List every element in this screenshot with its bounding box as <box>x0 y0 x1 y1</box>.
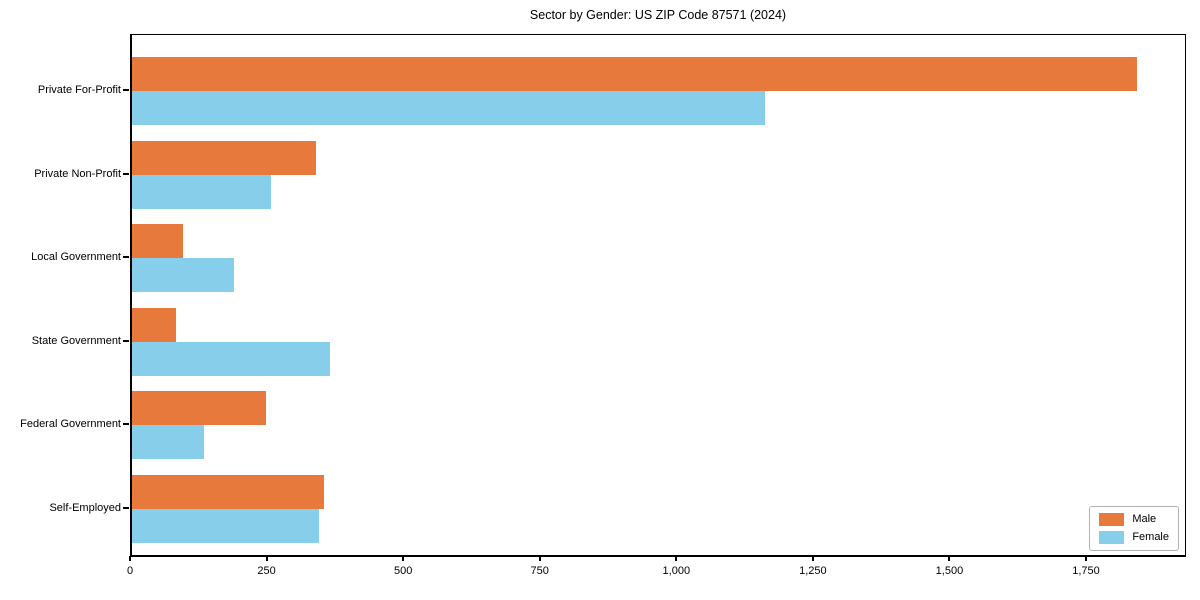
bar-female-self-employed <box>132 509 319 543</box>
bar-male-private-non-profit <box>132 140 316 175</box>
bar-female-federal-government <box>132 425 205 460</box>
x-tick-label-1-250: 1,250 <box>799 565 827 577</box>
legend-item-female: Female <box>1099 531 1169 544</box>
y-tick <box>123 256 129 259</box>
female-color-swatch <box>1099 531 1125 544</box>
plot-area: Male Female <box>130 34 1186 557</box>
y-axis-label-federal-government: Federal Government <box>20 418 121 431</box>
bar-female-private-non-profit <box>132 174 271 209</box>
bar-male-private-for-profit <box>132 57 1138 91</box>
y-tick <box>123 507 129 509</box>
male-color-swatch <box>1099 513 1125 526</box>
y-axis-labels: Private For-Profit Private Non-Profit Loca… <box>0 34 121 557</box>
y-axis-label-self-employed: Self-Employed <box>49 502 121 514</box>
x-tick <box>1085 556 1088 561</box>
x-tick <box>129 556 131 561</box>
x-tick <box>675 556 678 561</box>
bar-female-local-government <box>132 258 234 293</box>
y-tick <box>123 172 129 175</box>
legend: Male Female <box>1089 506 1179 551</box>
bar-male-state-government <box>132 307 177 342</box>
y-axis-label-private-non-profit: Private Non-Profit <box>34 167 121 180</box>
legend-item-male: Male <box>1099 513 1169 526</box>
x-tick-label-1-750: 1,750 <box>1072 565 1100 577</box>
x-tick-label-1-500: 1,500 <box>935 565 964 577</box>
x-tick <box>538 556 541 561</box>
x-tick <box>402 556 405 561</box>
bar-male-self-employed <box>132 475 324 509</box>
x-tick <box>265 556 268 561</box>
y-tick <box>123 339 129 342</box>
y-axis-label-local-government: Local Government <box>31 251 121 264</box>
y-tick <box>123 89 129 91</box>
legend-label-male: Male <box>1132 513 1157 525</box>
y-axis-label-private-for-profit: Private For-Profit <box>37 84 121 96</box>
x-tick-label-500: 500 <box>393 565 413 577</box>
x-tick-label-0: 0 <box>126 565 134 577</box>
chart-title: Sector by Gender: US ZIP Code 87571 (202… <box>529 8 787 22</box>
x-tick <box>811 556 814 561</box>
y-axis-label-state-government: State Government <box>31 334 121 347</box>
x-tick-label-1-000: 1,000 <box>662 565 691 577</box>
bar-male-local-government <box>132 224 184 259</box>
bar-female-private-for-profit <box>132 91 765 125</box>
x-tick <box>948 556 951 561</box>
x-tick-label-250: 250 <box>257 565 276 577</box>
y-tick <box>123 423 129 426</box>
bar-male-federal-government <box>132 391 267 426</box>
legend-label-female: Female <box>1132 531 1169 543</box>
bar-female-state-government <box>132 341 330 376</box>
x-tick-label-750: 750 <box>530 565 549 577</box>
